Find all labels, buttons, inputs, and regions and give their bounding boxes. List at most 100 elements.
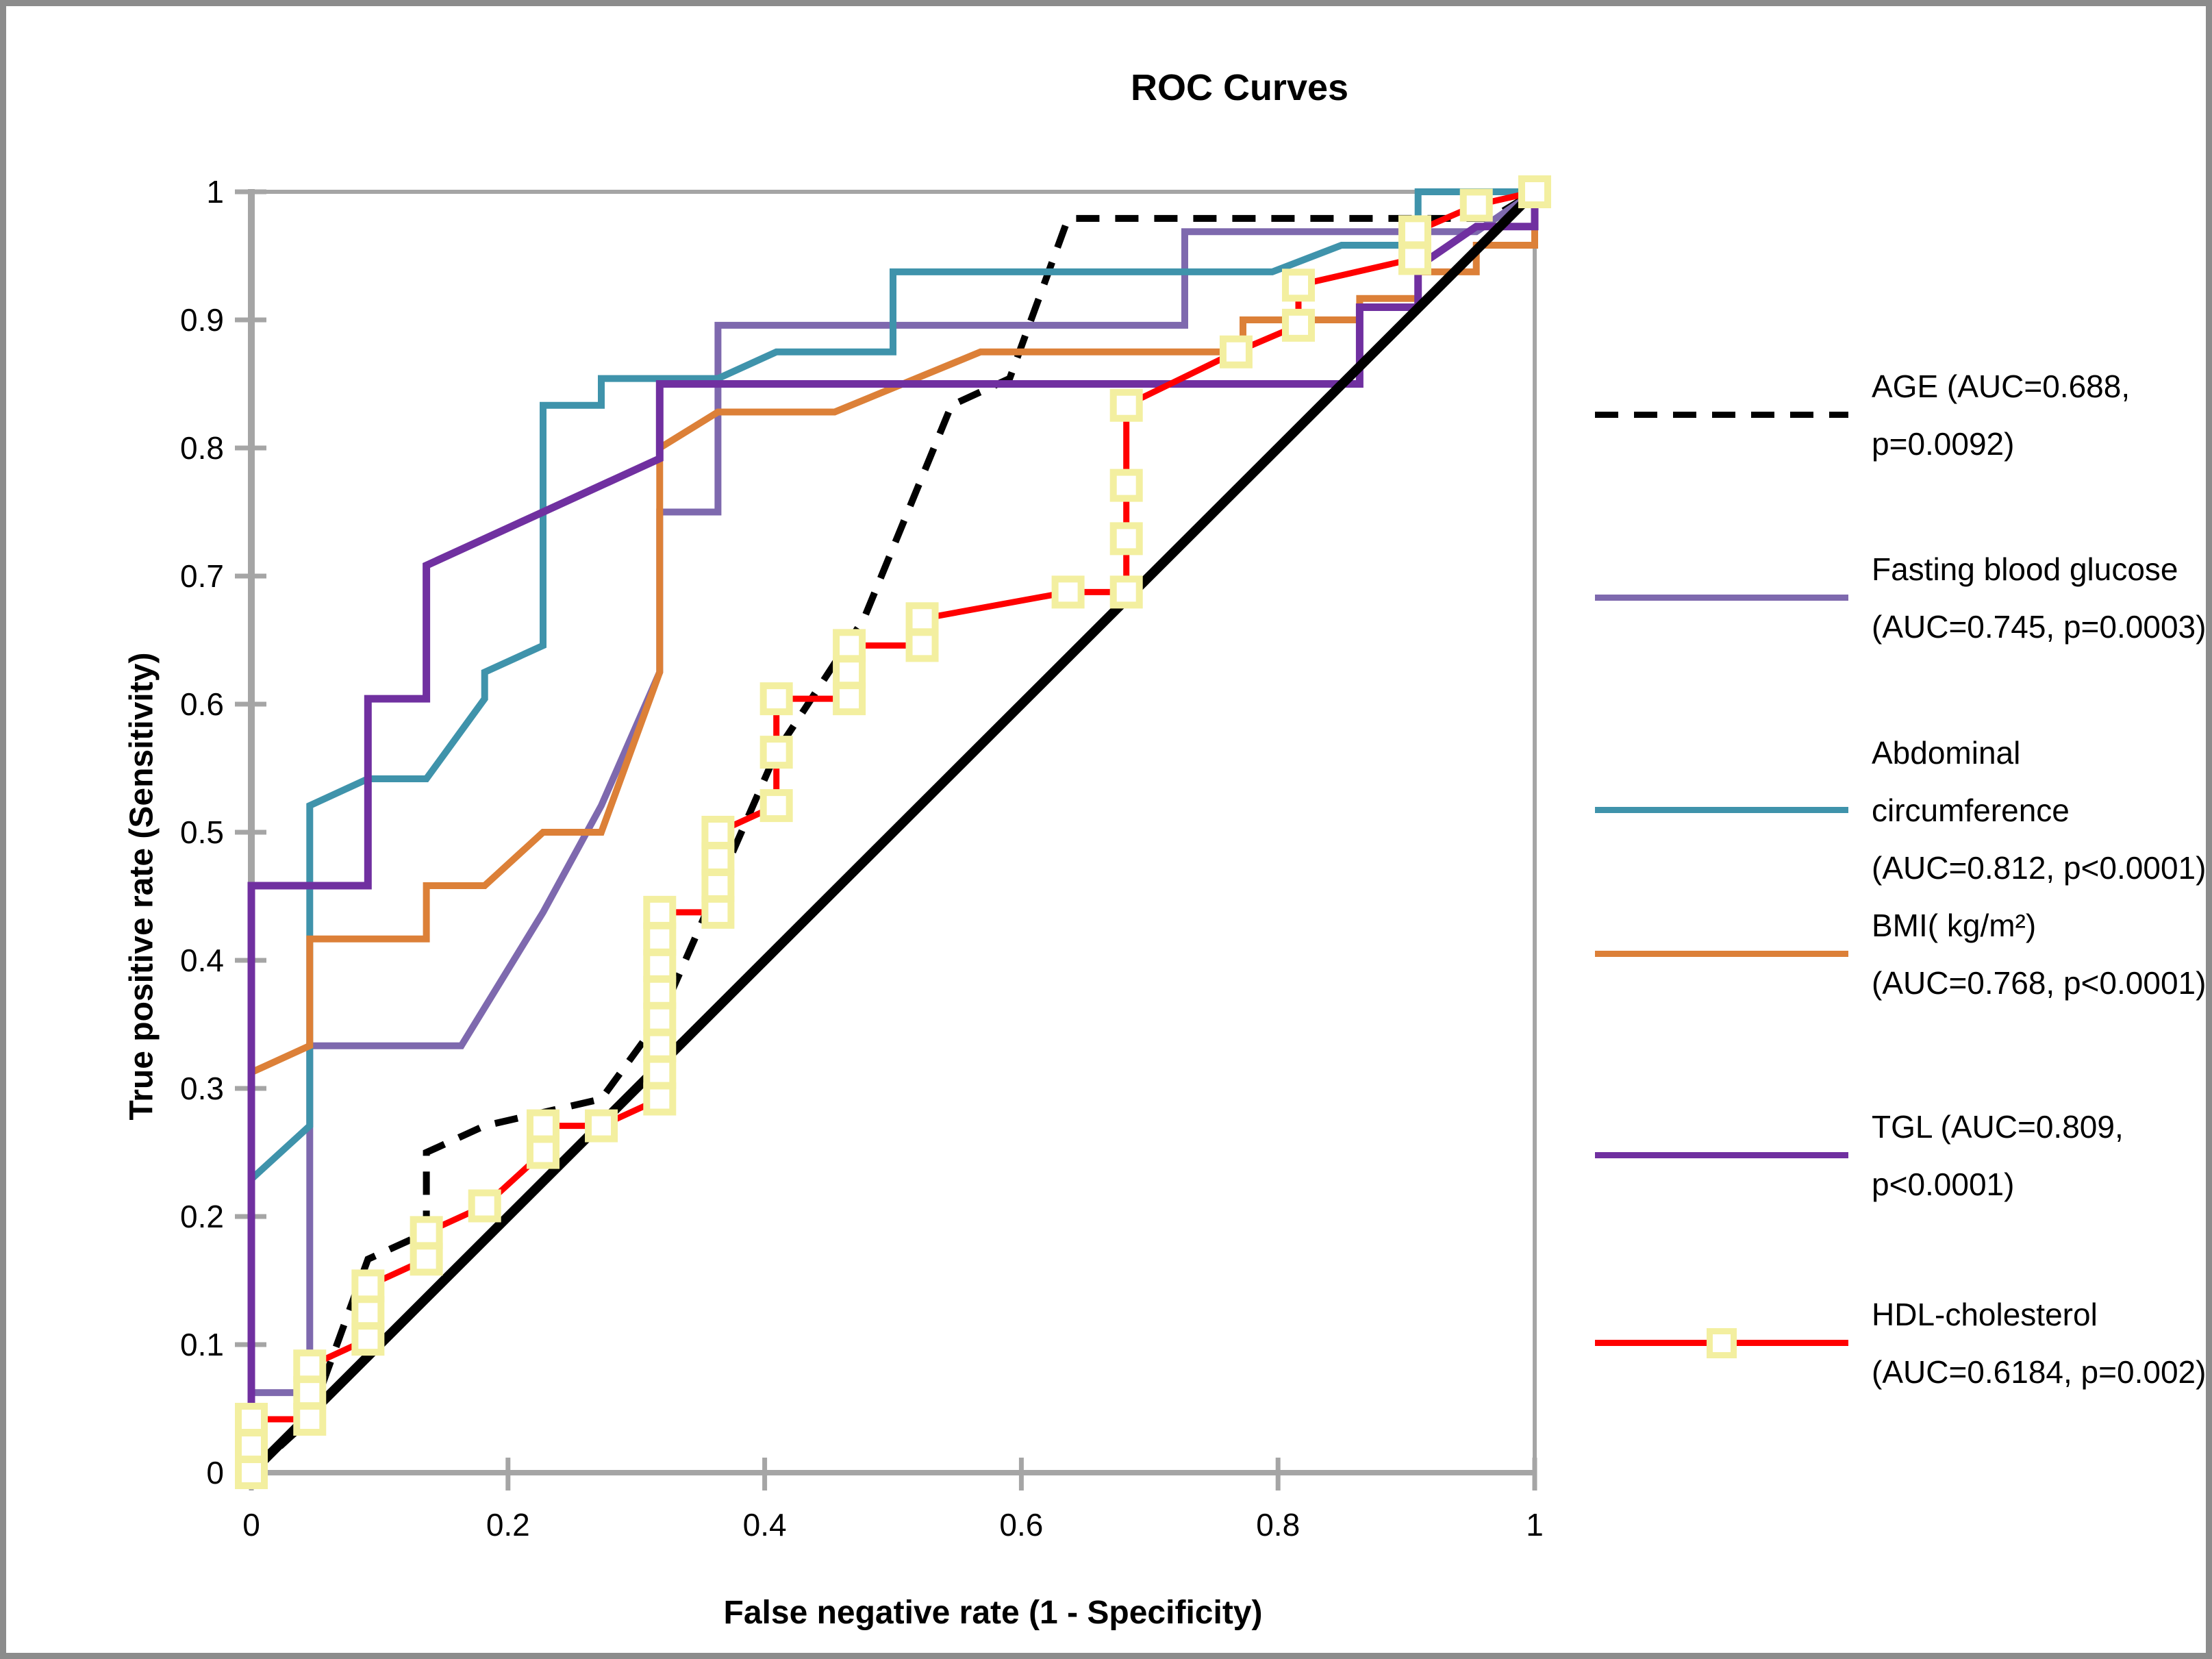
data-point-marker bbox=[1518, 175, 1551, 208]
legend-label-line: (AUC=0.768, p<0.0001) bbox=[1872, 965, 2207, 1001]
legend-label-line: BMI( kg/m²) bbox=[1872, 908, 2037, 943]
legend-label-line: (AUC=0.745, p=0.0003) bbox=[1872, 609, 2207, 645]
data-point-marker bbox=[1051, 575, 1085, 609]
data-point-marker bbox=[293, 1349, 327, 1383]
data-point-marker bbox=[351, 1296, 385, 1330]
y-tick-label: 0.4 bbox=[180, 943, 224, 978]
line-icon bbox=[1595, 951, 1848, 957]
legend-item: Fasting blood glucose (AUC=0.745, p=0.000… bbox=[1595, 540, 2206, 656]
series-line-6 bbox=[248, 188, 1538, 1476]
data-point-marker bbox=[759, 682, 793, 716]
legend-item-label: BMI( kg/m²) (AUC=0.768, p<0.0001) bbox=[1872, 897, 2206, 1012]
data-point-marker bbox=[1398, 215, 1431, 249]
legend-label-line: TGL (AUC=0.809, bbox=[1872, 1109, 2124, 1145]
data-point-marker bbox=[833, 629, 866, 662]
series-line-0 bbox=[249, 188, 1537, 1475]
data-point-marker bbox=[701, 869, 735, 902]
legend-line-sample bbox=[1595, 938, 1848, 970]
data-point-marker bbox=[833, 682, 866, 716]
data-point-marker bbox=[905, 629, 939, 662]
data-point-marker bbox=[1281, 269, 1315, 302]
data-point-marker bbox=[526, 1109, 560, 1143]
data-point-marker bbox=[1109, 469, 1143, 502]
legend-label-line: (AUC=0.812, p<0.0001) bbox=[1872, 850, 2207, 886]
y-tick-label: 0 bbox=[206, 1455, 224, 1490]
legend-item-label: Abdominal circumference (AUC=0.812, p<0.00… bbox=[1872, 724, 2206, 897]
y-tick-label: 0.3 bbox=[180, 1071, 224, 1106]
legend-label-line: AGE (AUC=0.688, bbox=[1872, 369, 2131, 404]
chart-title: ROC Curves bbox=[1130, 67, 1349, 108]
data-point-marker bbox=[1109, 575, 1143, 609]
y-tick-label: 0.2 bbox=[180, 1199, 224, 1234]
legend-label-line: p=0.0092) bbox=[1872, 426, 2015, 462]
legend-item-label: Fasting blood glucose (AUC=0.745, p=0.000… bbox=[1872, 540, 2206, 656]
data-point-marker bbox=[643, 975, 677, 1009]
data-point-marker bbox=[526, 1136, 560, 1169]
line-icon bbox=[1595, 1152, 1848, 1158]
data-point-marker bbox=[235, 1456, 268, 1489]
x-tick-label: 0 bbox=[242, 1507, 260, 1543]
legend-line-sample bbox=[1595, 1327, 1848, 1359]
data-point-marker bbox=[759, 789, 793, 823]
legend-item: TGL (AUC=0.809, p<0.0001) bbox=[1595, 1098, 2206, 1213]
data-point-marker bbox=[905, 602, 939, 636]
data-point-marker bbox=[701, 895, 735, 929]
series-line-2 bbox=[248, 188, 1535, 1473]
x-tick-label: 1 bbox=[1526, 1507, 1544, 1543]
legend-line-sample bbox=[1595, 399, 1848, 431]
data-point-marker bbox=[643, 922, 677, 956]
data-point-marker bbox=[585, 1109, 618, 1143]
legend-item: Abdominal circumference (AUC=0.812, p<0.00… bbox=[1595, 724, 2206, 897]
y-tick-label: 0.1 bbox=[180, 1327, 224, 1362]
data-point-marker bbox=[1109, 522, 1143, 556]
x-axis-title: False negative rate (1 - Specificity) bbox=[723, 1595, 1263, 1631]
legend-item-label: TGL (AUC=0.809, p<0.0001) bbox=[1872, 1098, 2124, 1213]
data-point-marker bbox=[643, 1029, 677, 1062]
data-point-marker bbox=[1219, 335, 1253, 369]
data-point-marker bbox=[643, 895, 677, 929]
y-tick-label: 0.7 bbox=[180, 558, 224, 594]
legend-label-line: Abdominal bbox=[1872, 735, 2021, 771]
data-point-marker bbox=[410, 1216, 443, 1249]
line-icon bbox=[1595, 807, 1848, 813]
data-point-marker bbox=[351, 1323, 385, 1356]
series-line-4 bbox=[247, 192, 1539, 1473]
data-point-marker bbox=[235, 1403, 268, 1436]
legend-item: BMI( kg/m²) (AUC=0.768, p<0.0001) bbox=[1595, 897, 2206, 1012]
square-marker-icon bbox=[1707, 1328, 1737, 1358]
data-point-marker bbox=[235, 1430, 268, 1463]
legend-line-sample bbox=[1595, 582, 1848, 614]
x-tick-label: 0.2 bbox=[486, 1507, 530, 1543]
legend-line-sample bbox=[1595, 795, 1848, 826]
y-tick-label: 1 bbox=[206, 174, 224, 210]
data-point-marker bbox=[643, 949, 677, 982]
y-tick-label: 0.8 bbox=[180, 430, 224, 466]
y-tick-label: 0.6 bbox=[180, 686, 224, 722]
y-tick-label: 0.9 bbox=[180, 302, 224, 338]
x-tick-label: 0.4 bbox=[743, 1507, 787, 1543]
legend-label-line: Fasting blood glucose bbox=[1872, 551, 2178, 587]
x-tick-label: 0.8 bbox=[1256, 1507, 1300, 1543]
data-point-marker bbox=[643, 1056, 677, 1089]
legend-item: HDL-cholesterol (AUC=0.6184, p=0.002) bbox=[1595, 1286, 2206, 1401]
data-point-marker bbox=[643, 1002, 677, 1036]
roc-plot-area: 0 0.1 0.2 0.3 0.4 0.5 0.6 0.7 0.8 0.9 1 0 0.2 0.4 0.6 0… bbox=[180, 174, 1551, 1543]
data-point-marker bbox=[293, 1403, 327, 1436]
data-point-marker bbox=[833, 656, 866, 689]
legend-label-line: p<0.0001) bbox=[1872, 1167, 2015, 1202]
line-icon bbox=[1595, 595, 1848, 601]
legend-item: AGE (AUC=0.688, p=0.0092) bbox=[1595, 358, 2206, 473]
data-point-marker bbox=[1459, 188, 1493, 222]
dashed-line-icon bbox=[1595, 412, 1848, 418]
y-tick-label: 0.5 bbox=[180, 814, 224, 850]
legend-label-line: circumference bbox=[1872, 793, 2070, 828]
legend-label-line: (AUC=0.6184, p=0.002) bbox=[1872, 1354, 2207, 1390]
data-point-marker bbox=[1109, 388, 1143, 422]
data-point-marker bbox=[410, 1243, 443, 1276]
data-point-marker bbox=[1398, 242, 1431, 275]
data-point-marker bbox=[1281, 308, 1315, 342]
legend-item-label: HDL-cholesterol (AUC=0.6184, p=0.002) bbox=[1872, 1286, 2206, 1401]
legend-line-sample bbox=[1595, 1140, 1848, 1171]
data-point-marker bbox=[351, 1269, 385, 1303]
